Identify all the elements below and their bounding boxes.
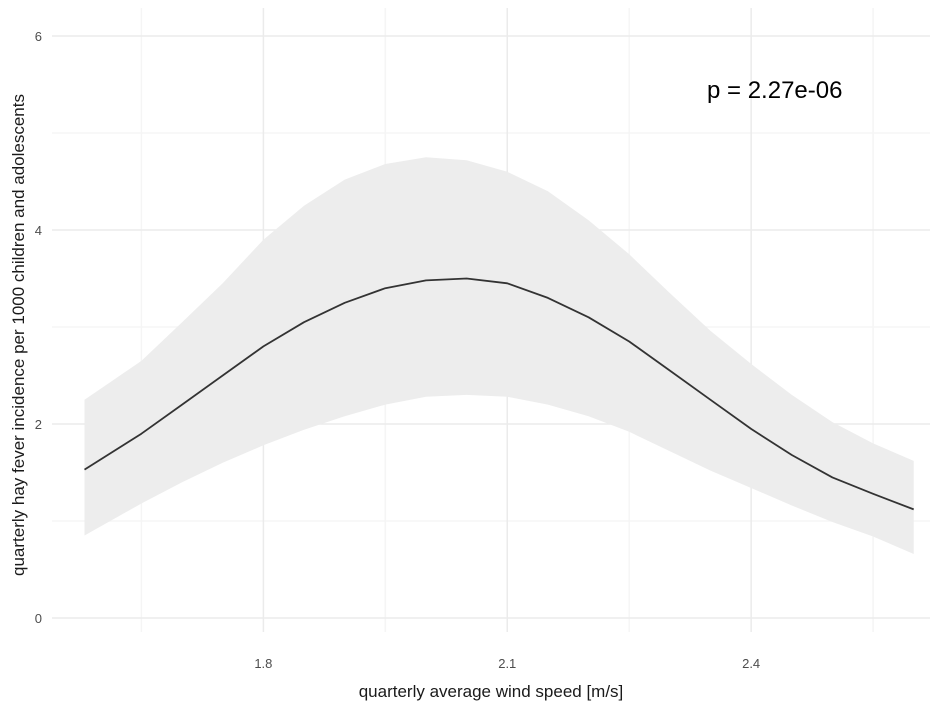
y-tick-labels: 0 2 4 6 bbox=[35, 29, 42, 626]
y-tick-label: 6 bbox=[35, 29, 42, 44]
trend-line bbox=[84, 277, 915, 511]
p-value-annotation: p = 2.27e-06 bbox=[707, 77, 842, 104]
x-tick-label: 2.1 bbox=[498, 656, 516, 671]
y-axis-title: quarterly hay fever incidence per 1000 c… bbox=[9, 94, 28, 576]
x-tick-labels: 1.8 2.1 2.4 bbox=[254, 656, 760, 671]
x-tick-label: 2.4 bbox=[742, 656, 760, 671]
confidence-band bbox=[84, 157, 914, 555]
y-tick-label: 2 bbox=[35, 417, 42, 432]
y-tick-label: 0 bbox=[35, 611, 42, 626]
x-axis-title: quarterly average wind speed [m/s] bbox=[359, 682, 624, 701]
y-tick-label: 4 bbox=[35, 223, 42, 238]
x-tick-label: 1.8 bbox=[254, 656, 272, 671]
